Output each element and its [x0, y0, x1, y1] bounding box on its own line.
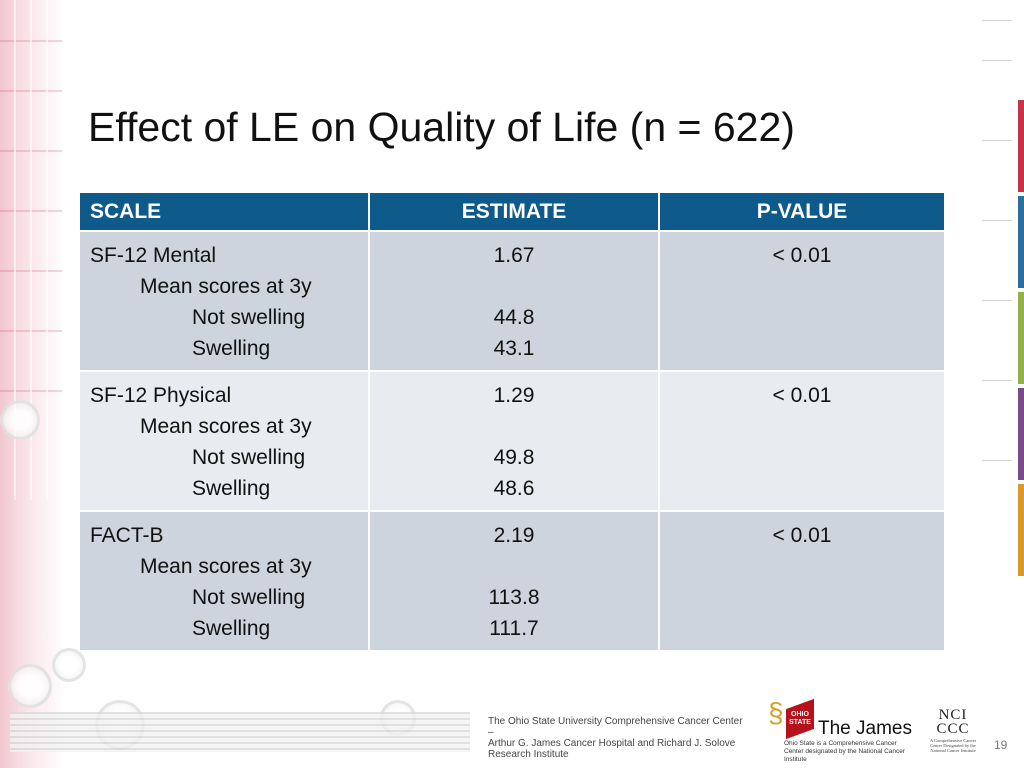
- table-row: SF-12 Physical Mean scores at 3y Not swe…: [78, 370, 946, 512]
- nci-caption: A Comprehensive Cancer Center Designated…: [929, 738, 977, 753]
- p-value: < 0.01: [772, 524, 832, 547]
- estimate-value: 1.67: [493, 244, 535, 267]
- scale-item: Swelling: [192, 337, 271, 360]
- table-row: FACT-B Mean scores at 3y Not swelling Sw…: [78, 510, 946, 652]
- p-value: < 0.01: [772, 244, 832, 267]
- footer-decorative-band: [10, 712, 470, 752]
- scale-name: SF-12 Mental: [90, 244, 217, 267]
- mean-score-value: 44.8: [493, 306, 535, 329]
- nci-ccc-logo: NCI CCC A Comprehensive Cancer Center De…: [928, 707, 978, 754]
- mean-score-value: 113.8: [488, 586, 540, 609]
- scale-sublabel: Mean scores at 3y: [140, 275, 312, 298]
- estimate-value: 2.19: [493, 524, 535, 547]
- right-decorative-strip: [976, 0, 1024, 768]
- scale-item: Not swelling: [192, 306, 306, 329]
- left-decorative-strip: [0, 0, 66, 768]
- estimate-cell: 2.19 113.8 111.7: [368, 510, 660, 652]
- footer-line: The Ohio State University Comprehensive …: [488, 716, 743, 738]
- scale-name: SF-12 Physical: [90, 384, 232, 407]
- decorative-bubble: [8, 664, 52, 708]
- p-value-cell: < 0.01: [658, 510, 946, 652]
- scale-item: Swelling: [192, 477, 271, 500]
- osu-badge-icon: OHIO STATE: [786, 698, 814, 740]
- p-value: < 0.01: [772, 384, 832, 407]
- header-scale: SCALE: [78, 191, 370, 232]
- mean-score-value: 48.6: [493, 477, 535, 500]
- james-logo-tagline: Ohio State is a Comprehensive Cancer Cen…: [784, 740, 906, 763]
- scale-cell: SF-12 Physical Mean scores at 3y Not swe…: [78, 370, 370, 512]
- scale-cell: FACT-B Mean scores at 3y Not swelling Sw…: [78, 510, 370, 652]
- scale-cell: SF-12 Mental Mean scores at 3y Not swell…: [78, 230, 370, 372]
- scale-item: Not swelling: [192, 586, 306, 609]
- james-logo-text: The James: [818, 718, 912, 739]
- scale-item: Swelling: [192, 617, 271, 640]
- mean-score-value: 111.7: [489, 617, 539, 640]
- ccc-text: CCC: [936, 721, 970, 737]
- footer-institution-text: The Ohio State University Comprehensive …: [488, 716, 743, 760]
- slide-title: Effect of LE on Quality of Life (n = 622…: [88, 104, 795, 150]
- scale-sublabel: Mean scores at 3y: [140, 415, 312, 438]
- decorative-bubble: [0, 400, 40, 440]
- header-estimate: ESTIMATE: [368, 191, 660, 232]
- nci-text: NCI: [938, 707, 968, 723]
- estimate-cell: 1.67 44.8 43.1: [368, 230, 660, 372]
- page-number: 19: [994, 738, 1008, 752]
- p-value-cell: < 0.01: [658, 370, 946, 512]
- scale-item: Not swelling: [192, 446, 306, 469]
- scale-sublabel: Mean scores at 3y: [140, 555, 312, 578]
- header-p-value: P-VALUE: [658, 191, 946, 232]
- estimate-cell: 1.29 49.8 48.6: [368, 370, 660, 512]
- estimate-value: 1.29: [493, 384, 535, 407]
- dna-helix-icon: §: [768, 697, 784, 728]
- footer-line: Arthur G. James Cancer Hospital and Rich…: [488, 738, 736, 749]
- the-james-logo: § OHIO STATE The James Ohio State is a C…: [764, 696, 912, 764]
- quality-of-life-table: SCALE ESTIMATE P-VALUE SF-12 Mental Mean…: [78, 191, 946, 652]
- mean-score-value: 49.8: [493, 446, 535, 469]
- p-value-cell: < 0.01: [658, 230, 946, 372]
- footer-line: Research Institute: [488, 749, 569, 760]
- mean-score-value: 43.1: [493, 337, 535, 360]
- table-header-row: SCALE ESTIMATE P-VALUE: [78, 191, 946, 232]
- table-row: SF-12 Mental Mean scores at 3y Not swell…: [78, 230, 946, 372]
- decorative-bubble: [52, 648, 86, 682]
- color-bars: [1018, 100, 1024, 580]
- scale-name: FACT-B: [90, 524, 164, 547]
